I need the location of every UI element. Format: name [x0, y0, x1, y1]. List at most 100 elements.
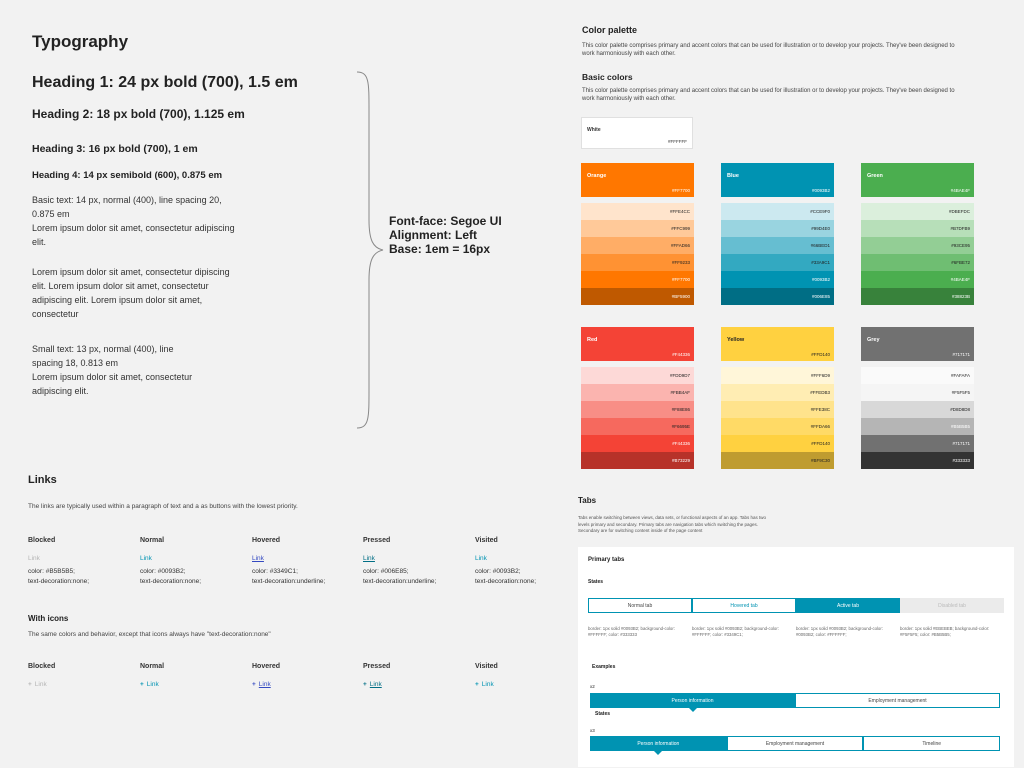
- plus-icon: +: [363, 681, 367, 688]
- tab-person-information[interactable]: Person information: [590, 736, 727, 751]
- active-tab-pointer: [689, 708, 697, 712]
- swatch-shade: #717171: [861, 435, 974, 452]
- tab-employment-management[interactable]: Employment management: [726, 736, 864, 751]
- swatch-shade: #FFF6D9: [721, 367, 834, 384]
- icon-link-normal: Normal + Link: [140, 663, 165, 688]
- link-state-normal: Normal Link color: #0093B2; text-decorat…: [140, 536, 250, 587]
- swatch-group-orange: Orange #FF7700 #FFE4CC #FFC999 #FFAD66 #FF923…: [581, 163, 694, 305]
- font-summary: Font-face: Segoe UI Alignment: Left Base…: [389, 214, 502, 256]
- swatch-shade: #0093B2: [721, 271, 834, 288]
- swatch-shade: #D8D8D8: [861, 401, 974, 418]
- white-swatch: White #FFFFFF: [581, 117, 693, 149]
- swatch-shade: #BF9C30: [721, 452, 834, 469]
- pressed-link[interactable]: Link: [363, 555, 375, 562]
- links-description: The links are typically used within a pa…: [28, 503, 298, 510]
- x2-label: x2: [590, 684, 595, 689]
- plus-icon: +: [252, 681, 256, 688]
- heading-2-sample: Heading 2: 18 px bold (700), 1.125 em: [32, 107, 245, 121]
- tab-normal[interactable]: Normal tab: [588, 598, 692, 613]
- swatch-shade: #33A9C1: [721, 254, 834, 271]
- swatch-shade: #FFE4CC: [581, 203, 694, 220]
- swatch-group-yellow: Yellow #FFD140 #FFF6D9 #FFEDB3 #FFE38C #FFDA6…: [721, 327, 834, 469]
- swatch-shade: #FFC999: [581, 220, 694, 237]
- plus-icon: +: [140, 681, 144, 688]
- plus-icon: +: [475, 681, 479, 688]
- swatch-shade: #B5B5B5: [861, 418, 974, 435]
- swatch-shade: #FAFAFA: [861, 367, 974, 384]
- swatch-shade: #FFE38C: [721, 401, 834, 418]
- lorem-paragraph: Lorem ipsum dolor sit amet, consectetur …: [32, 267, 230, 319]
- basic-colors-description: This color palette comprises primary and…: [582, 88, 955, 102]
- swatch-shade: #F5F5F5: [861, 384, 974, 401]
- swatch-shade: #FFD140: [721, 435, 834, 452]
- swatch-shade: #F6695E: [581, 418, 694, 435]
- icon-link-blocked: Blocked + Link: [28, 663, 56, 688]
- heading-4-sample: Heading 4: 14 px semibold (600), 0.875 e…: [32, 170, 223, 181]
- swatch-group-red: Red #F44336 #FDD9D7 #FBB4AF #F88E86 #F6695E #F…: [581, 327, 694, 469]
- swatch-shade: #FFDA66: [721, 418, 834, 435]
- icon-link-visited: Visited + Link: [475, 663, 498, 688]
- swatch-main: Blue #0093B2: [721, 163, 834, 197]
- link-state-pressed: Pressed Link color: #006E85; text-decora…: [363, 536, 473, 587]
- swatch-shade: #FF9233: [581, 254, 694, 271]
- tab-disabled: Disabled tab: [900, 598, 1004, 613]
- swatch-shade: #B7DFB9: [861, 220, 974, 237]
- swatch-main: Green #4BAE4F: [861, 163, 974, 197]
- x3-tabs-row: Person information Employment management…: [590, 736, 1001, 751]
- swatch-shade: #BF5900: [581, 288, 694, 305]
- tabs-description: Tabs enable switching between views, dat…: [578, 515, 767, 533]
- swatch-main: Orange #FF7700: [581, 163, 694, 197]
- icon-link-hovered: Hovered + Link: [252, 663, 281, 688]
- css-note-active: border: 1px solid #0093B2; background-co…: [796, 626, 883, 637]
- swatch-shade: #B73229: [581, 452, 694, 469]
- primary-tabs-title: Primary tabs: [588, 557, 625, 563]
- tab-person-information[interactable]: Person information: [590, 693, 795, 708]
- css-note-hovered: border: 1px solid #0093B2; background-co…: [692, 626, 779, 637]
- swatch-shade: #F88E86: [581, 401, 694, 418]
- swatch-shade: #DBEFDC: [861, 203, 974, 220]
- basic-text-sample: Basic text: 14 px, normal (400), line sp…: [32, 195, 235, 247]
- css-note-disabled: border: 1px solid #EBEBEB; background-co…: [900, 626, 990, 637]
- swatch-shade: #6FBE72: [861, 254, 974, 271]
- state-tabs-row: Normal tab Hovered tab Active tab Disabl…: [588, 598, 1004, 613]
- link-state-visited: Visited Link color: #0093B2; text-decora…: [475, 536, 585, 587]
- links-title: Links: [28, 474, 57, 486]
- plus-icon: +: [28, 681, 32, 688]
- heading-1-sample: Heading 1: 24 px bold (700), 1.5 em: [32, 74, 298, 91]
- swatch-group-blue: Blue #0093B2 #CCE9F0 #99D4E0 #66BED1 #33A9C1 #…: [721, 163, 834, 305]
- swatch-shade: #CCE9F0: [721, 203, 834, 220]
- heading-3-sample: Heading 3: 16 px bold (700), 1 em: [32, 143, 198, 155]
- tabs-panel: Primary tabs States Normal tab Hovered t…: [578, 547, 1014, 767]
- x2-tabs-row: Person information Employment management: [590, 693, 1000, 708]
- basic-colors-title: Basic colors: [582, 72, 633, 82]
- swatch-main: Yellow #FFD140: [721, 327, 834, 361]
- swatch-shade: #F44336: [581, 435, 694, 452]
- with-icons-description: The same colors and behavior, except tha…: [28, 631, 271, 638]
- hovered-link[interactable]: Link: [252, 555, 264, 562]
- curly-brace: [356, 71, 384, 429]
- palette-title: Color palette: [582, 25, 638, 35]
- tab-active[interactable]: Active tab: [796, 598, 900, 613]
- palette-description: This color palette comprises primary and…: [582, 43, 955, 57]
- swatch-shade: #38823B: [861, 288, 974, 305]
- swatch-shade: #93CE95: [861, 237, 974, 254]
- x3-label: x3: [590, 728, 595, 733]
- with-icons-title: With icons: [28, 614, 69, 623]
- visited-link[interactable]: Link: [475, 555, 487, 562]
- swatch-main: Red #F44336: [581, 327, 694, 361]
- tab-employment-management[interactable]: Employment management: [795, 693, 1000, 708]
- swatch-main: Grey #717171: [861, 327, 974, 361]
- tab-timeline[interactable]: Timeline: [863, 736, 1001, 751]
- link-state-hovered: Hovered Link color: #3349C1; text-decora…: [252, 536, 362, 587]
- swatch-shade: #006E85: [721, 288, 834, 305]
- swatch-shade: #FFAD66: [581, 237, 694, 254]
- normal-link[interactable]: Link: [140, 555, 152, 562]
- states-label-2: States: [595, 711, 611, 717]
- icon-link-pressed: Pressed + Link: [363, 663, 391, 688]
- states-label: States: [588, 579, 604, 585]
- swatch-shade: #FF7700: [581, 271, 694, 288]
- swatch-shade: #FFEDB3: [721, 384, 834, 401]
- swatch-shade: #66BED1: [721, 237, 834, 254]
- active-tab-pointer: [654, 751, 662, 755]
- tab-hovered[interactable]: Hovered tab: [692, 598, 796, 613]
